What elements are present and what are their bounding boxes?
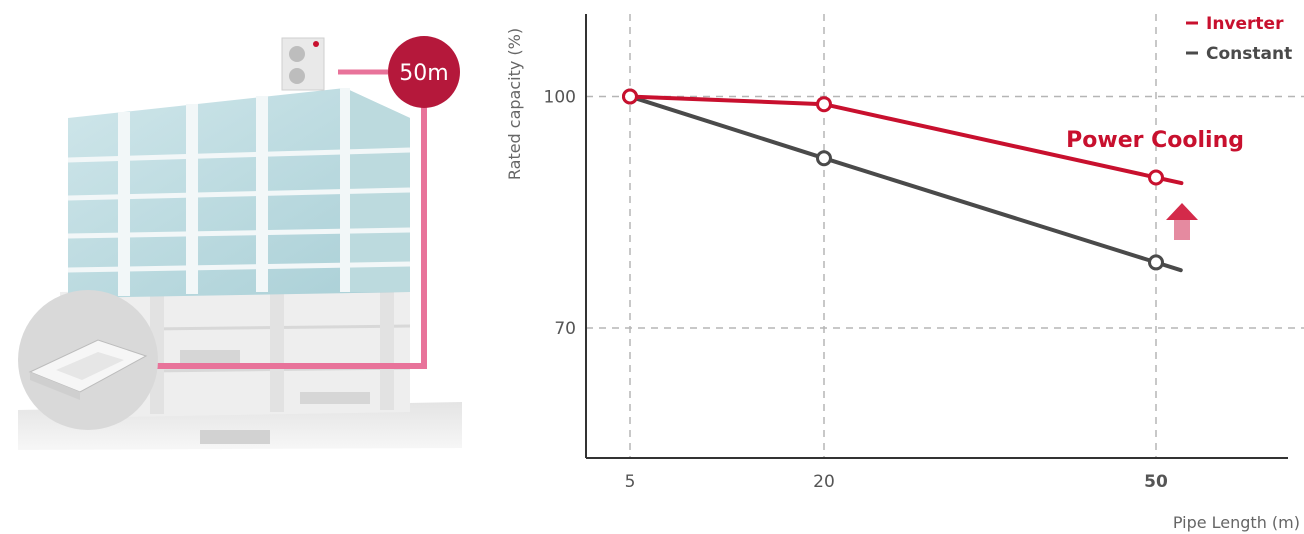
series-line-inverter xyxy=(628,94,1184,186)
x-tick-label-5: 5 xyxy=(625,472,636,492)
series-layer xyxy=(622,88,1184,273)
building-illustration: 50m xyxy=(18,36,462,450)
distance-badge xyxy=(388,36,460,108)
legend: Inverter Constant xyxy=(1186,14,1292,64)
legend-label-inverter: Inverter xyxy=(1206,14,1284,34)
capacity-chart: 100 70 5 20 50 Rated capacity (%) Pipe Leng… xyxy=(505,14,1304,532)
point-constant-50 xyxy=(1148,254,1164,271)
x-tick-label-50: 50 xyxy=(1144,472,1168,492)
x-tick-labels: 5 20 50 xyxy=(625,472,1168,492)
cassette-unit-icon xyxy=(28,339,148,400)
up-arrow-icon xyxy=(1166,203,1198,240)
point-inverter-5 xyxy=(622,88,638,105)
y-tick-labels: 100 70 xyxy=(544,88,576,340)
pipe-route-vertical xyxy=(130,100,427,369)
power-cooling-annotation: Power Cooling xyxy=(1066,128,1244,153)
glass-tower xyxy=(67,88,411,298)
distance-badge-label: 50m xyxy=(399,61,448,86)
x-axis-title: Pipe Length (m) xyxy=(1173,513,1300,532)
y-axis-title: Rated capacity (%) xyxy=(505,28,524,180)
grid-lines xyxy=(586,14,1304,458)
point-constant-20 xyxy=(816,150,832,167)
series-line-constant xyxy=(628,94,1183,273)
y-tick-label-100: 100 xyxy=(544,88,576,108)
outdoor-unit-icon xyxy=(281,37,325,91)
point-inverter-20 xyxy=(816,96,832,113)
point-inverter-50 xyxy=(1148,169,1164,186)
legend-label-constant: Constant xyxy=(1206,44,1292,64)
x-tick-label-20: 20 xyxy=(813,472,835,492)
y-tick-label-70: 70 xyxy=(554,319,576,339)
